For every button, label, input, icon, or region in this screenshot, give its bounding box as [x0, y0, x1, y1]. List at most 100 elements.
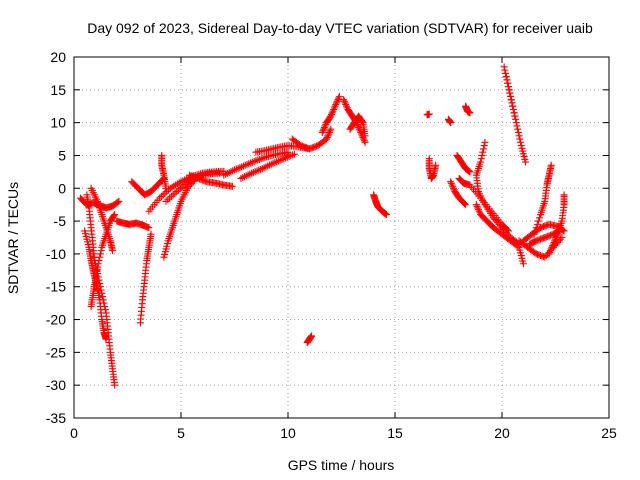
point-marker [509, 102, 517, 110]
x-tick-label: 5 [177, 425, 185, 441]
point-marker [171, 189, 179, 197]
point-marker [318, 128, 326, 136]
point-marker [480, 142, 488, 150]
y-tick-label: 15 [50, 82, 66, 98]
point-marker [432, 161, 440, 169]
point-marker [94, 260, 102, 268]
point-marker [335, 94, 343, 102]
series-arc-25 [425, 155, 440, 182]
point-marker [335, 92, 343, 100]
plot-frame [73, 56, 610, 419]
point-marker [531, 227, 539, 235]
series-arc-06 [87, 211, 119, 310]
point-marker [479, 148, 487, 156]
point-marker [477, 155, 485, 163]
y-tick-label: 5 [58, 147, 66, 163]
point-marker [479, 145, 487, 153]
point-marker [325, 130, 333, 138]
point-marker [145, 224, 153, 232]
point-marker [481, 138, 489, 146]
point-marker [115, 197, 123, 205]
y-axis-label: SDTVAR / TECUs [5, 182, 21, 294]
point-marker [509, 106, 517, 114]
point-marker [466, 109, 474, 117]
series-arc-28 [455, 174, 474, 189]
y-tick-label: -15 [46, 279, 66, 295]
point-marker [519, 260, 527, 268]
point-marker [360, 137, 368, 145]
point-marker [328, 109, 336, 117]
point-marker [466, 168, 474, 176]
point-marker [361, 132, 369, 140]
point-marker [252, 157, 260, 165]
point-marker [163, 188, 171, 196]
point-marker [382, 211, 390, 219]
point-marker [512, 119, 520, 127]
x-tick-label: 25 [601, 425, 617, 441]
point-marker [332, 101, 340, 109]
point-marker [508, 99, 516, 107]
point-marker [333, 99, 341, 107]
point-marker [157, 192, 165, 200]
point-marker [474, 206, 482, 214]
point-marker [283, 153, 291, 161]
point-marker [319, 127, 327, 135]
point-marker [284, 148, 292, 156]
series-arc-29 [462, 102, 474, 117]
point-marker [261, 153, 269, 161]
point-marker [96, 253, 104, 261]
point-marker [110, 212, 118, 220]
point-marker [502, 73, 510, 81]
point-marker [159, 191, 167, 199]
point-marker [114, 198, 122, 206]
point-marker [534, 217, 542, 225]
point-marker [176, 185, 184, 193]
y-tick-label: -10 [46, 246, 66, 262]
point-marker [308, 332, 316, 340]
point-marker [449, 183, 457, 191]
series-arc-40 [526, 227, 564, 248]
point-marker [278, 156, 286, 164]
point-marker [503, 76, 511, 84]
series-arc-24 [423, 110, 433, 119]
point-marker [327, 125, 335, 133]
point-marker [216, 169, 224, 177]
point-marker [94, 263, 102, 271]
point-marker [330, 104, 338, 112]
series-arc-27 [453, 151, 474, 176]
point-marker [290, 150, 298, 158]
point-marker [98, 289, 106, 297]
point-marker [99, 293, 107, 301]
point-marker [549, 242, 557, 250]
point-marker [274, 157, 282, 165]
point-marker [89, 250, 97, 258]
point-marker [512, 115, 520, 123]
data-markers [76, 63, 568, 389]
point-marker [223, 169, 231, 177]
x-tick-label: 20 [494, 425, 510, 441]
point-marker [461, 200, 469, 208]
point-marker [514, 128, 522, 136]
point-marker [147, 230, 155, 238]
y-tick-label: -5 [54, 213, 67, 229]
point-marker [474, 204, 482, 212]
point-marker [547, 161, 555, 169]
point-marker [175, 179, 183, 187]
point-marker [251, 168, 259, 176]
series-arc-33 [466, 181, 512, 235]
point-marker [262, 163, 270, 171]
point-marker [239, 162, 247, 170]
point-marker [328, 110, 336, 118]
point-marker [323, 133, 331, 141]
point-marker [161, 189, 169, 197]
point-marker [546, 248, 554, 256]
y-tick-label: -20 [46, 312, 66, 328]
point-marker [549, 240, 557, 248]
point-marker [164, 196, 172, 204]
point-marker [550, 238, 558, 246]
point-marker [321, 122, 329, 130]
point-marker [109, 247, 117, 255]
point-marker [515, 132, 523, 140]
point-marker [101, 302, 109, 310]
